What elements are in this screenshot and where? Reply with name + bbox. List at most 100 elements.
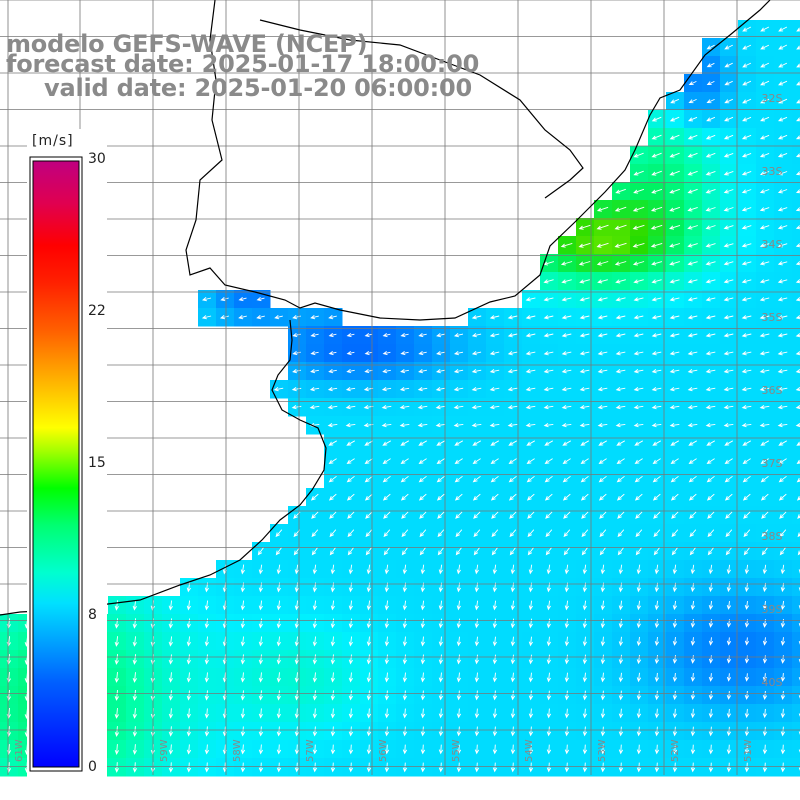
wind-arrow: [778, 62, 788, 68]
wind-cell: [792, 614, 800, 633]
wind-arrow: [219, 315, 230, 320]
wind-arrow: [132, 672, 137, 683]
wind-arrow: [382, 458, 391, 464]
wind-arrow: [382, 440, 392, 446]
wind-arrow: [509, 547, 516, 556]
wind-arrow: [688, 98, 697, 104]
wind-arrow: [705, 351, 716, 356]
wind-arrow: [258, 744, 264, 755]
wind-arrow: [778, 98, 788, 104]
wind-arrow: [741, 333, 752, 338]
wind-arrow: [560, 242, 573, 248]
wind-arrow: [581, 547, 588, 556]
wind-arrow: [654, 744, 660, 755]
wind-arrow: [742, 62, 752, 68]
wind-arrow: [168, 690, 173, 701]
colorbar-tick-30: 30: [88, 151, 106, 167]
wind-arrow: [689, 547, 696, 556]
wind-arrow: [312, 564, 317, 575]
wind-arrow: [759, 315, 770, 320]
wind-arrow: [597, 279, 608, 284]
wind-arrow: [741, 170, 752, 176]
wind-arrow: [438, 708, 444, 719]
wind-arrow: [489, 369, 500, 374]
wind-arrow: [348, 672, 353, 683]
wind-arrow: [743, 547, 750, 556]
wind-arrow: [672, 672, 678, 683]
wind-arrow: [616, 493, 625, 501]
wind-arrow: [614, 261, 627, 266]
wind-arrow: [564, 672, 569, 683]
wind-arrow: [132, 654, 137, 665]
wind-arrow: [741, 261, 752, 266]
wind-arrow: [543, 387, 554, 392]
colorbar-gradient: [32, 160, 80, 768]
wind-arrow: [474, 636, 479, 647]
wind-arrow: [653, 547, 660, 556]
wind-arrow: [347, 547, 354, 556]
wind-arrow: [312, 726, 318, 737]
wind-arrow: [473, 511, 481, 519]
wind-arrow: [491, 529, 499, 538]
wind-arrow: [437, 529, 445, 538]
wind-arrow: [276, 726, 282, 737]
wind-arrow: [474, 690, 480, 701]
wind-arrow: [543, 423, 554, 428]
wind-arrow: [653, 529, 661, 538]
wind-arrow: [582, 654, 587, 665]
wind-arrow: [546, 762, 552, 773]
wind-arrow: [327, 423, 338, 428]
wind-arrow: [201, 297, 212, 302]
wind-arrow: [168, 636, 173, 647]
wind-arrow: [348, 690, 353, 701]
wind-arrow: [438, 726, 444, 737]
wind-arrow: [744, 673, 750, 682]
wind-arrow: [455, 529, 463, 538]
wind-arrow: [652, 458, 661, 464]
wind-arrow: [780, 744, 786, 755]
wind-arrow: [168, 726, 173, 737]
wind-arrow: [473, 547, 480, 556]
wind-arrow: [132, 618, 137, 629]
wind-arrow: [706, 80, 715, 86]
wind-arrow: [204, 726, 210, 737]
wind-arrow: [257, 547, 264, 556]
wind-arrow: [582, 762, 588, 773]
wind-arrow: [456, 708, 462, 719]
wind-arrow: [330, 564, 335, 575]
wind-arrow: [204, 654, 209, 665]
wind-arrow: [797, 514, 800, 519]
wind-arrow: [690, 655, 696, 664]
wind-arrow: [706, 475, 715, 483]
wind-arrow: [114, 690, 119, 701]
wind-arrow: [528, 564, 533, 575]
wind-arrow: [240, 564, 245, 575]
wind-arrow: [453, 351, 464, 356]
wind-arrow: [596, 224, 609, 230]
wind-arrow: [436, 333, 446, 338]
wind-arrow: [456, 744, 462, 755]
wind-arrow: [114, 762, 119, 773]
wind-arrow: [672, 726, 678, 737]
wind-arrow: [365, 511, 373, 519]
wind-arrow: [526, 458, 535, 464]
wind-arrow: [276, 690, 281, 701]
wind-arrow: [795, 351, 800, 356]
colorbar-tick-22: 22: [88, 303, 106, 319]
wind-arrow: [598, 475, 607, 483]
wind-arrow: [436, 458, 445, 464]
wind-arrow: [706, 62, 715, 68]
wind-arrow: [634, 440, 644, 446]
wind-arrow: [402, 690, 407, 701]
wind-arrow: [546, 690, 552, 701]
wind-arrow: [474, 600, 479, 611]
wind-arrow: [687, 134, 698, 140]
wind-cell: [792, 254, 800, 273]
wind-arrow: [580, 440, 590, 446]
wind-arrow: [330, 636, 335, 647]
wind-arrow: [474, 672, 479, 683]
wind-arrow: [240, 636, 245, 647]
wind-arrow: [492, 654, 497, 665]
wind-arrow: [688, 116, 698, 122]
wind-arrow: [204, 762, 210, 773]
